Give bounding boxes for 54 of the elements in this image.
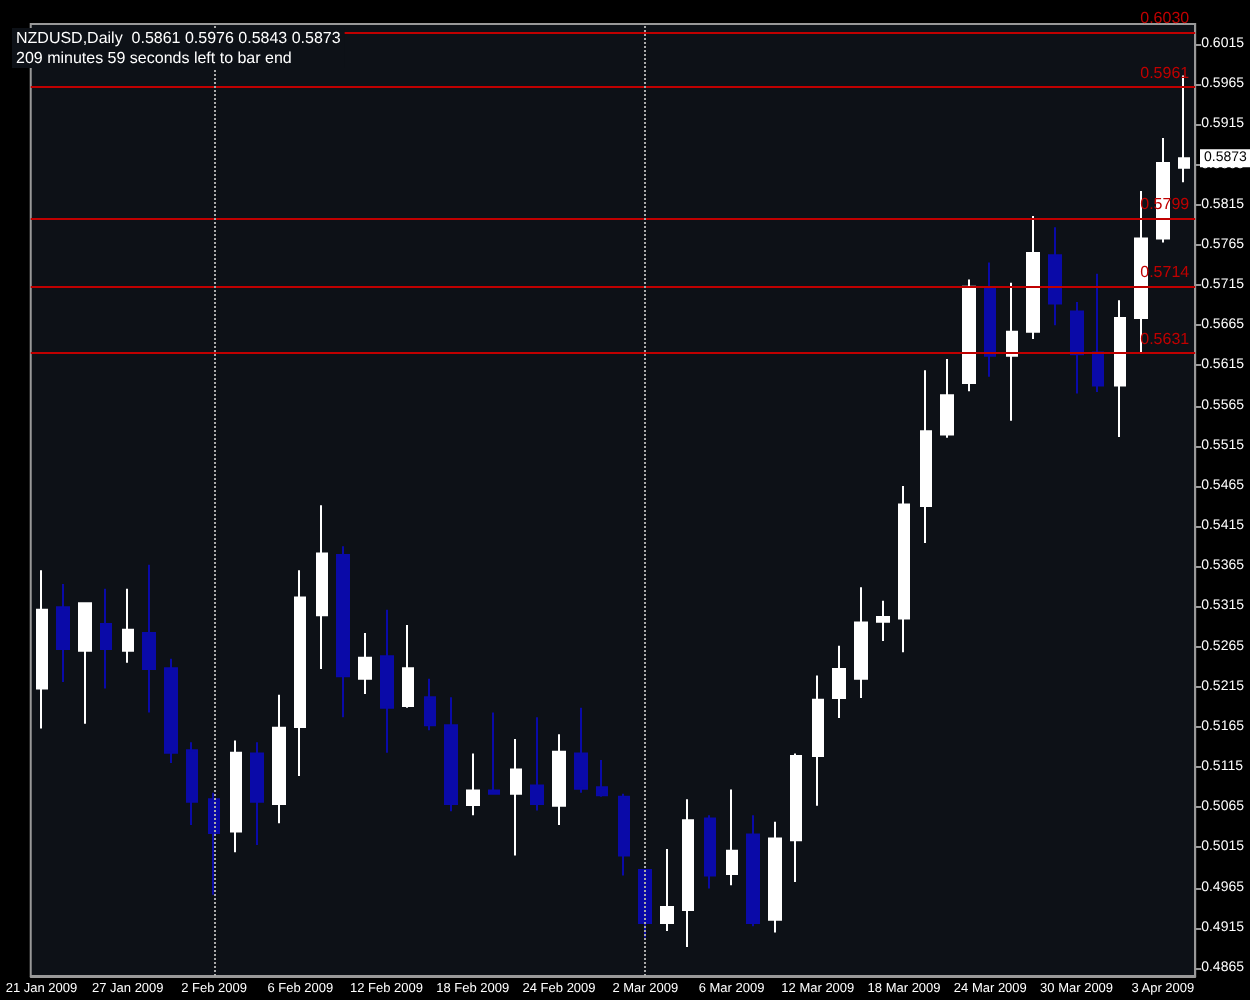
candlestick	[488, 711, 500, 795]
candlestick	[424, 677, 436, 732]
candlestick	[380, 608, 394, 754]
candlestick	[272, 693, 286, 825]
candlestick	[36, 569, 48, 730]
candlestick	[746, 814, 760, 928]
candlestick	[876, 599, 890, 642]
candlestick	[704, 814, 716, 890]
candlestick	[552, 733, 566, 826]
candlestick	[78, 602, 92, 725]
candlestick	[940, 358, 954, 439]
candlestick	[122, 587, 134, 664]
candlestick	[100, 587, 112, 690]
candlestick	[1026, 215, 1040, 340]
candlestick	[56, 582, 70, 683]
candlestick	[898, 484, 910, 654]
candlestick	[854, 586, 868, 700]
candlestick	[250, 741, 264, 847]
candlestick	[984, 261, 996, 378]
candlestick	[402, 623, 414, 709]
candlestick	[962, 278, 976, 393]
text: 209 minutes 59 seconds left to bar end	[16, 49, 292, 67]
candlestick	[230, 739, 242, 854]
candlestick	[812, 674, 824, 807]
candlestick	[530, 716, 544, 812]
candlestick	[164, 657, 178, 765]
chart-title: NZDUSD,Daily 0.5861 0.5976 0.5843 0.5873	[16, 29, 342, 47]
candlestick	[208, 791, 220, 896]
candlestick	[618, 792, 630, 877]
candlestick	[790, 752, 802, 884]
candlestick	[1070, 300, 1084, 395]
candlestick	[574, 706, 588, 794]
ref-line-label: 0.5961	[1140, 64, 1191, 83]
candlestick	[186, 741, 198, 826]
candlestick	[596, 758, 608, 798]
candlestick	[358, 631, 372, 696]
candlestick	[336, 545, 350, 719]
candlestick	[920, 369, 932, 544]
candlestick	[1048, 226, 1062, 327]
candlestick	[1092, 272, 1104, 393]
candlestick	[316, 504, 328, 671]
candlestick	[142, 563, 156, 714]
candlestick	[726, 788, 738, 887]
candlestick	[1006, 281, 1018, 422]
candlestick	[660, 848, 674, 933]
ref-line-label: 0.6030	[1140, 9, 1191, 28]
candlestick	[768, 820, 782, 934]
candlestick	[466, 752, 480, 817]
candlestick	[682, 798, 694, 949]
candlestick	[510, 738, 522, 857]
candlestick	[1114, 299, 1126, 438]
candlestick	[444, 696, 458, 813]
candlestick	[294, 569, 306, 777]
candlestick	[832, 644, 846, 720]
